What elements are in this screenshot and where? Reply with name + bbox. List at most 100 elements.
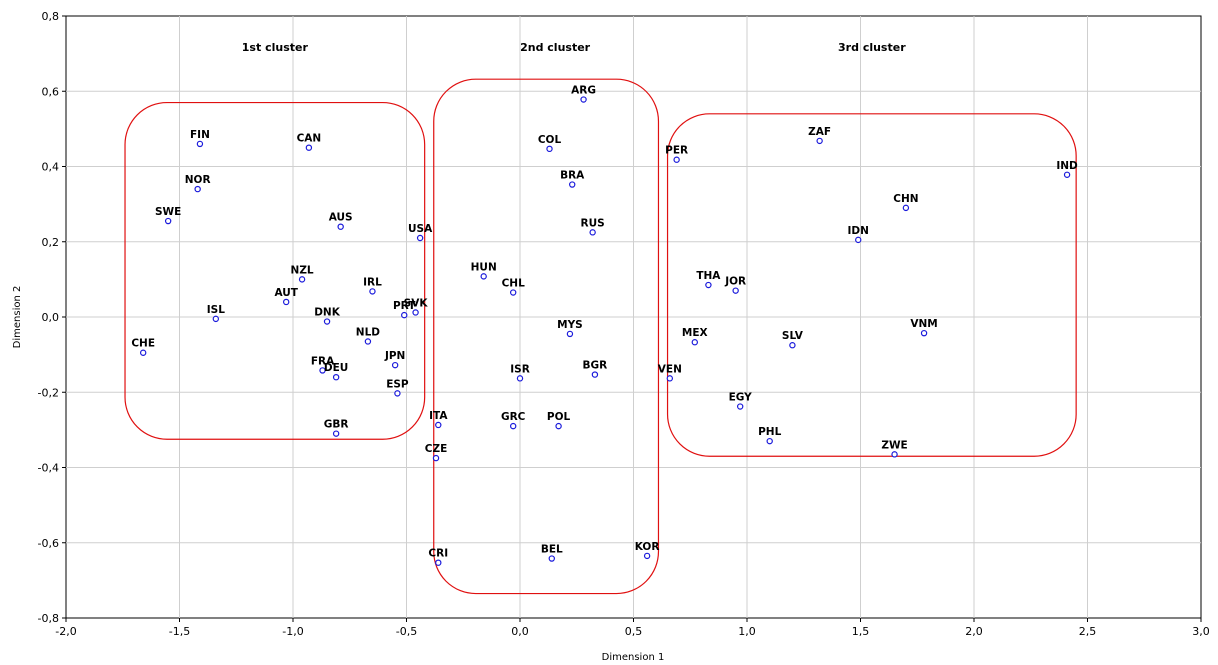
- data-point: [789, 342, 796, 349]
- data-point: [194, 185, 201, 193]
- cluster-box: [433, 78, 660, 595]
- data-point-label: NZL: [291, 264, 314, 276]
- y-tick-label: 0,6: [42, 85, 60, 98]
- data-point: [1063, 171, 1071, 178]
- data-point: [855, 236, 862, 244]
- data-point: [412, 309, 419, 316]
- data-point-label: GBR: [324, 419, 349, 431]
- data-point-label: NOR: [185, 174, 211, 186]
- data-point: [332, 430, 340, 437]
- y-tick-label: -0,4: [38, 462, 59, 475]
- data-point: [435, 559, 442, 566]
- data-point-label: JOR: [724, 276, 746, 288]
- data-point: [589, 229, 596, 236]
- data-point: [546, 145, 553, 153]
- data-point: [305, 144, 313, 151]
- data-point-label: CHL: [502, 278, 525, 290]
- data-point: [323, 318, 331, 325]
- data-point: [282, 298, 290, 306]
- grid-lines: [66, 16, 1201, 618]
- cluster-title: 2nd cluster: [520, 41, 591, 54]
- data-point-label: COL: [538, 134, 562, 146]
- data-point: [591, 371, 599, 378]
- data-point-label: ITA: [429, 410, 448, 422]
- data-point: [298, 276, 306, 283]
- data-point: [673, 156, 680, 163]
- data-point: [480, 273, 487, 280]
- data-point-label: SVK: [404, 297, 429, 309]
- y-tick-label: 0,4: [42, 161, 60, 174]
- data-point: [432, 454, 440, 462]
- x-tick-label: -2,0: [55, 625, 76, 638]
- data-point-label: IDN: [848, 225, 869, 237]
- data-point-label: MYS: [557, 319, 583, 331]
- data-point: [416, 234, 424, 242]
- y-axis-label: Dimension 2: [12, 286, 23, 349]
- data-point: [319, 367, 326, 374]
- data-point-label: IRL: [363, 276, 382, 288]
- y-tick-label: -0,8: [38, 612, 59, 625]
- data-point: [736, 403, 744, 410]
- data-point-label: SWE: [155, 206, 181, 218]
- data-point: [643, 552, 651, 560]
- data-point: [196, 140, 204, 148]
- data-point-label: FRA: [311, 355, 335, 367]
- data-point-label: BRA: [560, 170, 585, 182]
- data-point: [580, 96, 587, 103]
- data-point: [705, 281, 712, 289]
- data-point: [902, 204, 910, 212]
- data-point-label: USA: [408, 223, 433, 235]
- data-point-label: ZWE: [881, 439, 907, 451]
- x-tick-label: 0,0: [511, 625, 529, 638]
- data-point: [337, 223, 344, 230]
- y-tick-label: 0,2: [42, 236, 60, 249]
- data-point-label: SLV: [782, 330, 804, 342]
- data-point-label: ISL: [207, 304, 225, 316]
- data-point-label: IND: [1056, 160, 1078, 172]
- data-point: [364, 338, 372, 345]
- data-point-label: GRC: [501, 411, 526, 423]
- data-point-label: KOR: [635, 541, 660, 553]
- data-point-label: BEL: [541, 544, 563, 556]
- x-tick-label: 2,5: [1079, 625, 1097, 638]
- data-point: [394, 390, 401, 397]
- x-tick-label: -1,5: [169, 625, 190, 638]
- data-point-label: POL: [547, 411, 571, 423]
- cluster-title: 1st cluster: [242, 41, 309, 54]
- data-point: [509, 422, 517, 430]
- data-point-label: THA: [696, 270, 721, 282]
- data-point: [139, 349, 147, 356]
- data-point-label: VEN: [658, 363, 682, 375]
- data-point-label: NLD: [356, 326, 380, 338]
- data-point-label: ZAF: [808, 126, 831, 138]
- data-point-label: PRT: [393, 300, 416, 312]
- x-tick-label: 0,5: [625, 625, 643, 638]
- data-point: [666, 375, 674, 382]
- data-point: [332, 374, 340, 381]
- x-tick-label: -0,5: [396, 625, 417, 638]
- data-point: [509, 289, 517, 296]
- x-tick-label: 3,0: [1192, 625, 1210, 638]
- data-point-label: ESP: [386, 378, 409, 390]
- data-point: [891, 451, 898, 458]
- data-point: [691, 339, 698, 346]
- x-axis-label: Dimension 1: [602, 652, 665, 663]
- data-point-label: AUT: [274, 287, 298, 299]
- data-point-label: CHN: [893, 193, 918, 205]
- data-point-label: ARG: [571, 85, 596, 97]
- data-point-label: EGY: [729, 392, 753, 404]
- data-point-label: CZE: [425, 443, 448, 455]
- data-point-label: VNM: [910, 318, 937, 330]
- data-point-label: FIN: [190, 129, 210, 141]
- x-tick-label: 2,0: [965, 625, 983, 638]
- data-point: [566, 330, 574, 338]
- data-point: [212, 315, 220, 323]
- cluster-boxes: 1st cluster 2nd cluster 3rd cluster: [124, 41, 1077, 595]
- data-point: [569, 181, 576, 188]
- data-point: [766, 437, 773, 445]
- data-point-label: PHL: [758, 426, 781, 438]
- data-point: [920, 329, 928, 337]
- y-tick-label: 0,8: [42, 10, 60, 23]
